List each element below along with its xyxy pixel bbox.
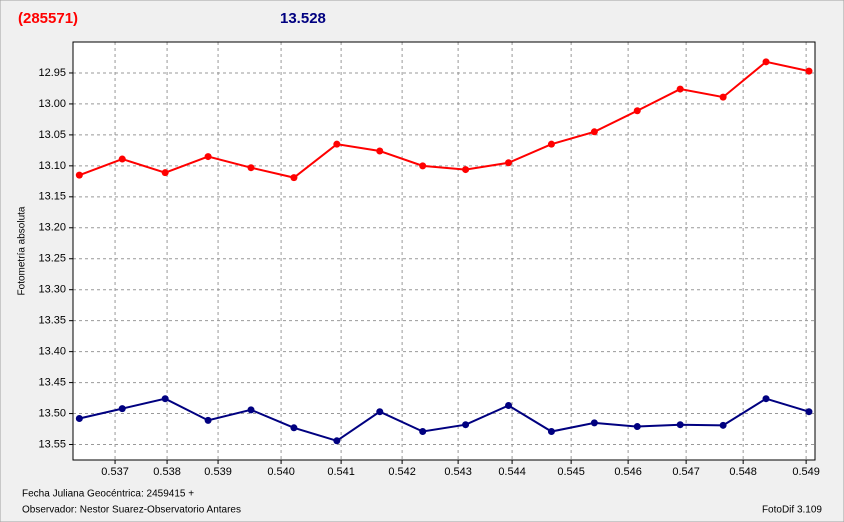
y-tick-label: 12.95 [38,67,66,79]
data-point [805,408,813,416]
y-tick-label: 13.35 [38,315,66,327]
data-point [333,140,341,148]
data-point [762,58,770,66]
y-tick-label: 13.05 [38,129,66,141]
footer-observer: Observador: Nestor Suarez-Observatorio A… [22,505,241,516]
data-point [676,421,684,429]
data-point [376,408,384,416]
y-tick-label: 13.10 [38,160,66,172]
data-point [333,437,341,445]
data-point [161,395,169,403]
data-point [118,155,126,163]
plot-border [72,41,816,461]
series-line [78,60,810,179]
data-point [204,153,212,161]
data-point [290,174,298,182]
x-tick-label: 0.549 [792,466,820,478]
y-tick-label: 13.25 [38,253,66,265]
header-right: 13.528 [280,10,326,27]
x-tick-label: 0.547 [672,466,700,478]
x-tick-label: 0.540 [267,466,295,478]
data-point [547,428,555,436]
x-tick-label: 0.542 [388,466,416,478]
data-point [676,85,684,93]
y-tick-label: 13.00 [38,98,66,110]
data-point [505,159,513,167]
y-tick-label: 13.20 [38,222,66,234]
x-tick-label: 0.548 [729,466,757,478]
data-point [633,107,641,115]
data-point [590,128,598,136]
x-tick-label: 0.545 [557,466,585,478]
data-point [462,421,470,429]
data-point [290,424,298,432]
plot-layer: 12.95 13.00 13.05 13.10 13.15 13.20 13.25 13.30… [38,42,820,478]
x-tick-label: 0.539 [204,466,232,478]
data-point [247,164,255,172]
series-line [79,397,810,442]
data-point [419,162,427,170]
data-point [75,415,83,423]
x-tick-label: 0.541 [327,466,355,478]
y-tick-label: 13.55 [38,438,66,450]
data-point [118,405,126,413]
plot-area [73,42,815,460]
data-point [719,421,727,429]
data-point [204,416,212,424]
x-tick-label: 0.544 [498,466,526,478]
y-tick-label: 13.50 [38,407,66,419]
data-point [376,147,384,155]
data-point [247,406,255,414]
y-tick-label: 13.15 [38,191,66,203]
data-point [75,171,83,179]
data-point [805,67,813,75]
data-point [633,423,641,431]
x-tick-label: 0.546 [614,466,642,478]
data-point [505,402,513,410]
data-point [161,169,169,177]
data-point [719,93,727,101]
footer-date: Fecha Juliana Geocéntrica: 2459415 + [22,489,194,500]
y-tick-label: 13.45 [38,376,66,388]
x-tick-label: 0.543 [444,466,472,478]
y-axis-label: Fotometría absoluta [17,206,28,295]
header-left: (285571) [18,10,78,27]
x-tick-label: 0.538 [153,466,181,478]
data-point [590,419,598,427]
footer-software: FotoDif 3.109 [762,505,822,516]
x-tick-label: 0.537 [101,466,129,478]
y-tick-label: 13.30 [38,284,66,296]
data-point [462,166,470,174]
data-point [762,395,770,403]
y-tick-label: 13.40 [38,346,66,358]
data-point [547,140,555,148]
data-point [419,428,427,436]
